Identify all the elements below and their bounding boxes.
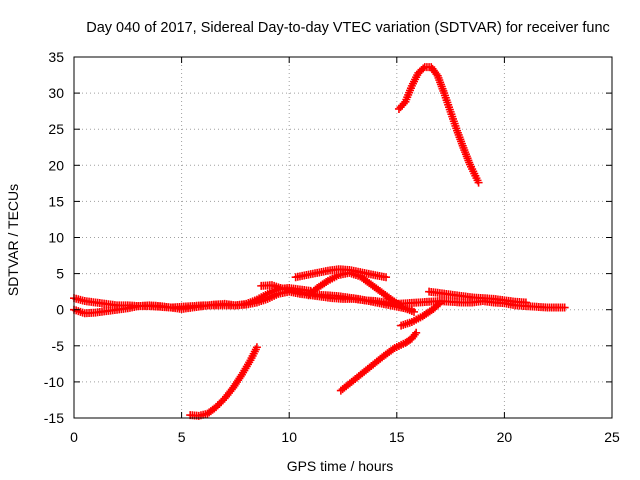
y-tick-label: 10	[48, 230, 64, 246]
y-tick-label: -15	[44, 410, 64, 426]
x-tick-label: 0	[70, 429, 78, 445]
series-arc-5	[304, 268, 419, 316]
x-tick-label: 25	[604, 429, 620, 445]
series-arc-10	[394, 63, 483, 187]
data-points	[70, 63, 569, 420]
y-tick-label: 0	[56, 302, 64, 318]
x-axis-label: GPS time / hours	[287, 458, 394, 474]
y-tick-label: 30	[48, 85, 64, 101]
x-tick-label: 5	[178, 429, 186, 445]
y-tick-label: 20	[48, 157, 64, 173]
x-tick-label: 15	[389, 429, 405, 445]
y-tick-label: -10	[44, 374, 64, 390]
series-arc-8	[397, 299, 444, 330]
data-point	[435, 299, 444, 308]
y-tick-label: -5	[52, 338, 65, 354]
data-point	[521, 298, 530, 307]
x-tick-label: 20	[497, 429, 513, 445]
axis-ticks: 0 5 10 15 20 25 -15 -10 -5 0 5 10 15 20 25 30 35	[44, 49, 620, 445]
series-arc-9	[425, 287, 530, 307]
data-point	[560, 303, 569, 312]
chart-title: Day 040 of 2017, Sidereal Day-to-day VTE…	[86, 20, 610, 36]
y-tick-label: 35	[48, 49, 64, 65]
data-point	[252, 343, 261, 352]
series-arc-7	[336, 328, 421, 395]
data-point	[410, 307, 419, 316]
grid-lines	[74, 57, 612, 418]
data-point	[382, 273, 391, 282]
y-tick-label: 25	[48, 121, 64, 137]
data-point	[412, 328, 421, 337]
data-point	[399, 99, 408, 108]
series-arc-6	[186, 343, 261, 420]
x-tick-label: 10	[281, 429, 297, 445]
data-point	[419, 64, 428, 73]
y-axis-label: SDTVAR / TECUs	[5, 184, 21, 296]
y-tick-label: 15	[48, 193, 64, 209]
data-point	[434, 300, 443, 309]
y-tick-label: 5	[56, 266, 64, 282]
data-point	[474, 178, 483, 187]
